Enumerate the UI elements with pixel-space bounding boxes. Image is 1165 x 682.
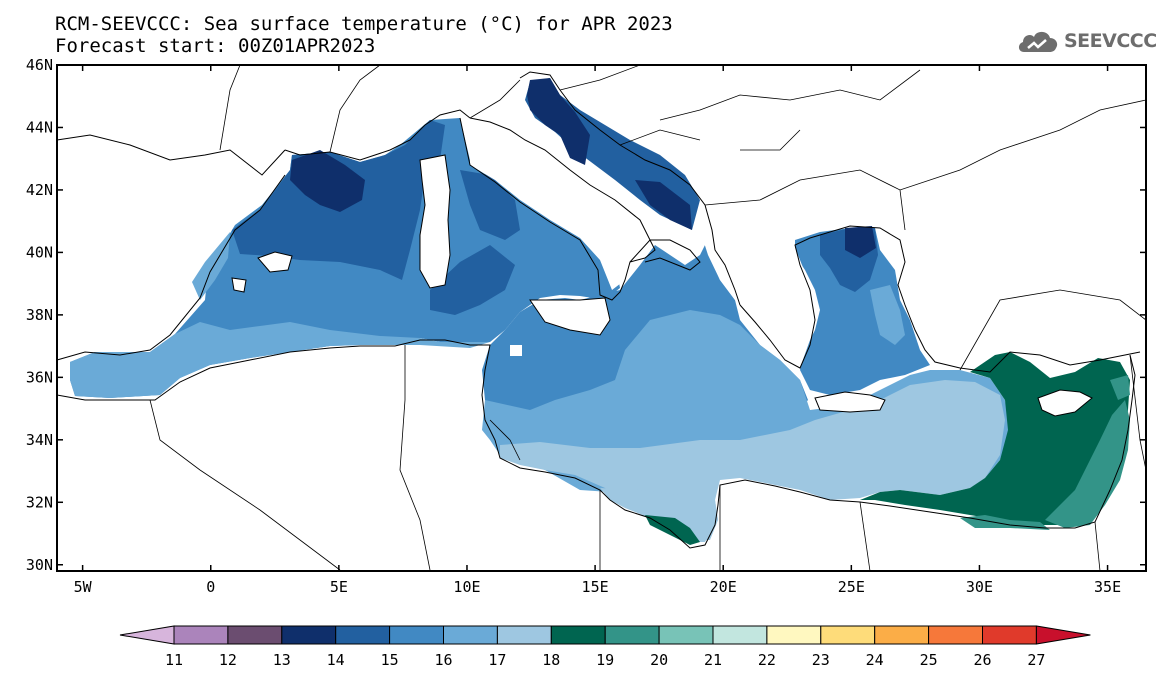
colorbar: 11 12 13 14 15 16 17 18 19 20 21 22 23 24 25 26 27 — [119, 625, 1091, 669]
colorbar-label: 16 — [434, 651, 452, 669]
colorbar-swatch — [658, 625, 714, 645]
lon-tick-label: 0 — [206, 578, 215, 596]
colorbar-swatch — [281, 625, 337, 645]
coastline-greece-turkey — [739, 225, 1141, 373]
lon-tick-label: 5W — [74, 578, 93, 596]
colorbar-label: 21 — [704, 651, 722, 669]
colorbar-label: 15 — [381, 651, 399, 669]
logo-text: SEEVCCC — [1064, 30, 1157, 52]
lat-tick-label: 34N — [26, 431, 53, 449]
colorbar-under-triangle — [119, 625, 175, 645]
island-mask-mallorca — [258, 252, 292, 272]
lat-tick-label: 36N — [26, 368, 53, 386]
lat-tick-label: 40N — [26, 243, 53, 261]
colorbar-swatch — [712, 625, 768, 645]
coastline-cyprus — [1037, 389, 1093, 417]
colorbar-swatch — [766, 625, 822, 645]
sst-region-14-gulf-lion — [290, 150, 365, 212]
island-mask-sardinia-corsica — [420, 155, 450, 288]
lat-tick-label: 44N — [26, 118, 53, 136]
colorbar-swatch — [496, 625, 552, 645]
coastline-north-africa — [56, 339, 1136, 549]
colorbar-label: 26 — [973, 651, 991, 669]
coastline-france — [284, 109, 471, 161]
coastline-crete — [814, 391, 886, 413]
coastline-italy — [459, 117, 701, 301]
lon-tick-label: 25E — [838, 578, 865, 596]
island-mask-crete — [815, 392, 885, 412]
colorbar-label: 17 — [488, 651, 506, 669]
sea-temperature-field — [70, 78, 1130, 545]
colorbar-swatch — [550, 625, 606, 645]
coastline-balearics — [231, 251, 293, 293]
forecast-start-label: Forecast start: 00Z01APR2023 — [55, 35, 376, 57]
sst-region-17-aegean — [870, 285, 905, 345]
colorbar-label: 25 — [920, 651, 938, 669]
coastline-sardinia — [419, 154, 451, 289]
colorbar-swatch — [443, 625, 498, 645]
sst-region-15-tyrrhenian — [460, 170, 520, 240]
island-mask-sicily — [530, 298, 610, 335]
island-mask-italy — [470, 118, 660, 290]
colorbar-swatch — [227, 625, 283, 645]
map-title: RCM-SEEVCCC: Sea surface temperature (°C… — [55, 13, 673, 35]
colorbar-label: 23 — [812, 651, 830, 669]
colorbar-swatch — [982, 625, 1037, 645]
colorbar-label: 11 — [165, 651, 183, 669]
lon-tick-label: 10E — [453, 578, 480, 596]
coastlines — [56, 64, 1147, 572]
colorbar-label: 19 — [596, 651, 614, 669]
colorbar-label: 18 — [542, 651, 560, 669]
colorbar-label: 22 — [758, 651, 776, 669]
sst-region-14-adriatic — [527, 78, 590, 165]
sst-region-17-balearic — [192, 232, 230, 300]
colorbar-label: 27 — [1027, 651, 1045, 669]
sst-region-15-tyrrhenian-south — [430, 245, 515, 315]
lat-tick-label: 38N — [26, 306, 53, 324]
plot-frame — [56, 64, 1147, 572]
island-mask-ibiza — [232, 278, 246, 292]
lon-tick-label: 20E — [710, 578, 737, 596]
sst-region-14-aegean — [845, 226, 876, 258]
lat-tick-label: 30N — [26, 556, 53, 574]
longitude-axis: 5W 0 5E 10E 15E 20E 25E 30E 35E — [74, 65, 1121, 596]
colorbar-label: 24 — [866, 651, 884, 669]
lat-tick-label: 46N — [26, 56, 53, 74]
colorbar-label: 13 — [273, 651, 291, 669]
island-mask-cyprus — [1038, 390, 1092, 416]
sst-region-17-alboran — [70, 322, 490, 398]
sst-region-14-adriatic-south — [635, 180, 692, 230]
lon-tick-label: 15E — [582, 578, 609, 596]
colorbar-label: 20 — [650, 651, 668, 669]
colorbar-swatch — [874, 625, 930, 645]
colorbar-label: 14 — [327, 651, 345, 669]
lon-tick-label: 5E — [330, 578, 348, 596]
colorbar-swatch — [389, 625, 445, 645]
coastline-sicily — [529, 297, 611, 336]
seevccc-logo: SEEVCCC — [1016, 24, 1157, 58]
country-borders — [149, 64, 1147, 572]
coastline-iberia — [56, 134, 286, 361]
island-mask-greece — [700, 190, 815, 368]
colorbar-swatch — [173, 625, 229, 645]
sst-region-16-aegean — [795, 228, 930, 395]
lat-tick-label: 32N — [26, 493, 53, 511]
sst-region-20-levant-coast — [1045, 400, 1130, 528]
coastline-adriatic-east — [519, 71, 741, 306]
cloud-icon — [1018, 31, 1058, 52]
latitude-axis: 30N 32N 34N 36N 38N 40N 42N 44N 46N — [26, 56, 1146, 574]
colorbar-label: 12 — [219, 651, 237, 669]
colorbar-swatch — [604, 625, 660, 645]
colorbar-over-triangle — [1035, 625, 1091, 645]
colorbar-swatch — [335, 625, 391, 645]
lon-tick-label: 30E — [966, 578, 993, 596]
colorbar-swatch — [820, 625, 876, 645]
sst-region-20-kasos — [1110, 375, 1130, 400]
lon-tick-label: 35E — [1094, 578, 1121, 596]
island-mask-malta — [510, 345, 522, 356]
sst-region-19-libya-coast — [645, 515, 700, 545]
lat-tick-label: 42N — [26, 181, 53, 199]
colorbar-swatch — [928, 625, 983, 645]
